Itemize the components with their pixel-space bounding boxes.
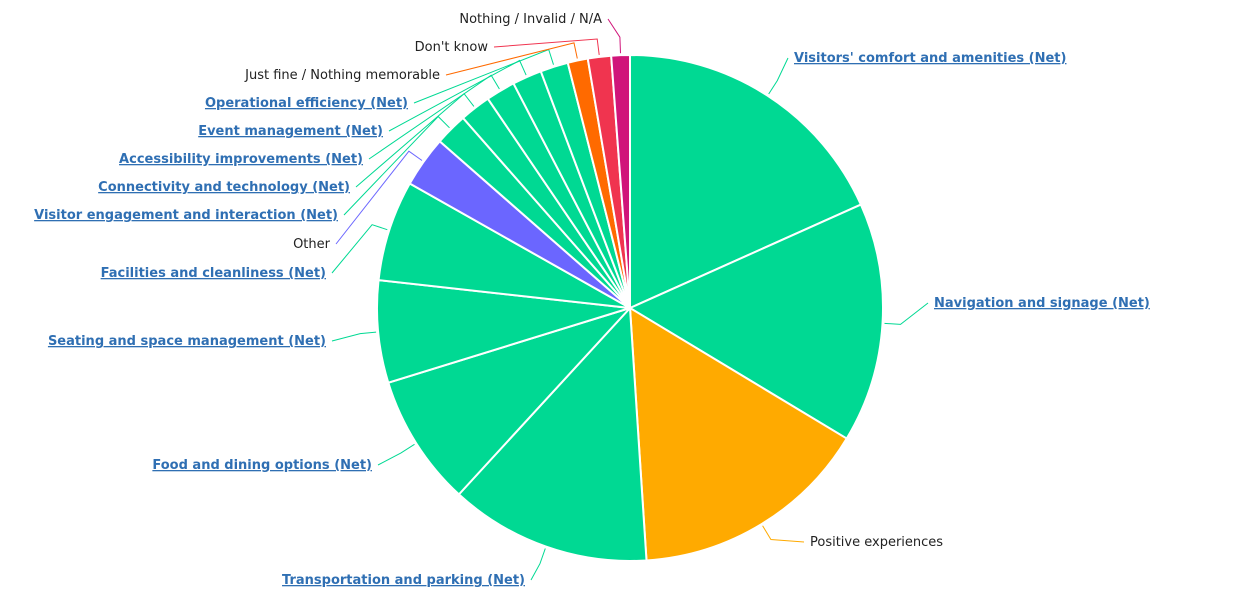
slice-label-seating-and-space-management-net[interactable]: Seating and space management (Net) bbox=[48, 334, 326, 349]
slice-label-facilities-and-cleanliness-net[interactable]: Facilities and cleanliness (Net) bbox=[101, 266, 326, 281]
slice-label-visitors-comfort-and-amenities-net[interactable]: Visitors' comfort and amenities (Net) bbox=[794, 51, 1066, 66]
slice-label-accessibility-improvements-net[interactable]: Accessibility improvements (Net) bbox=[119, 152, 363, 167]
slices-layer bbox=[376, 53, 884, 562]
connector-transportation-and-parking-net bbox=[530, 548, 546, 581]
slice-label-connectivity-and-technology-net[interactable]: Connectivity and technology (Net) bbox=[98, 180, 350, 195]
connector-event-management-net bbox=[388, 59, 527, 132]
connector-accessibility-improvements-net bbox=[368, 74, 500, 160]
slice-label-don-t-know: Don't know bbox=[415, 40, 489, 55]
pie-slice-navigation-and-signage-net[interactable] bbox=[627, 203, 884, 440]
pie-slice-positive-experiences[interactable] bbox=[628, 306, 849, 562]
pie-slice-transportation-and-parking-net[interactable] bbox=[457, 305, 648, 562]
slice-label-positive-experiences: Positive experiences bbox=[810, 535, 943, 550]
connector-nothing-invalid-n-a bbox=[607, 18, 621, 54]
connector-facilities-and-cleanliness-net bbox=[331, 224, 388, 274]
connector-seating-and-space-management-net bbox=[331, 331, 377, 342]
connector-don-t-know bbox=[493, 38, 600, 55]
connector-visitors-comfort-and-amenities-net bbox=[768, 57, 789, 95]
connectors-layer bbox=[331, 18, 929, 581]
connector-navigation-and-signage-net bbox=[884, 302, 929, 325]
pie-slice-visitors-comfort-and-amenities-net[interactable] bbox=[629, 53, 863, 310]
slice-label-event-management-net[interactable]: Event management (Net) bbox=[198, 124, 383, 139]
pie-slice-nothing-invalid-n-a[interactable] bbox=[610, 53, 631, 309]
connector-other bbox=[335, 150, 423, 245]
connector-positive-experiences bbox=[762, 525, 805, 543]
slice-label-just-fine-nothing-memorable: Just fine / Nothing memorable bbox=[244, 68, 440, 83]
slice-label-nothing-invalid-n-a: Nothing / Invalid / N/A bbox=[459, 12, 602, 27]
slice-label-visitor-engagement-and-interaction-net[interactable]: Visitor engagement and interaction (Net) bbox=[34, 208, 338, 223]
labels-layer: Visitors' comfort and amenities (Net) Nav… bbox=[34, 12, 1150, 588]
slice-label-transportation-and-parking-net[interactable]: Transportation and parking (Net) bbox=[282, 573, 525, 588]
connector-just-fine-nothing-memorable bbox=[445, 42, 578, 76]
slice-label-food-and-dining-options-net[interactable]: Food and dining options (Net) bbox=[152, 458, 372, 473]
connector-food-and-dining-options-net bbox=[377, 443, 415, 466]
pie-slice-food-and-dining-options-net[interactable] bbox=[387, 305, 634, 496]
slice-label-other: Other bbox=[293, 237, 331, 252]
slice-label-operational-efficiency-net[interactable]: Operational efficiency (Net) bbox=[205, 96, 408, 111]
slice-label-navigation-and-signage-net[interactable]: Navigation and signage (Net) bbox=[934, 296, 1150, 311]
